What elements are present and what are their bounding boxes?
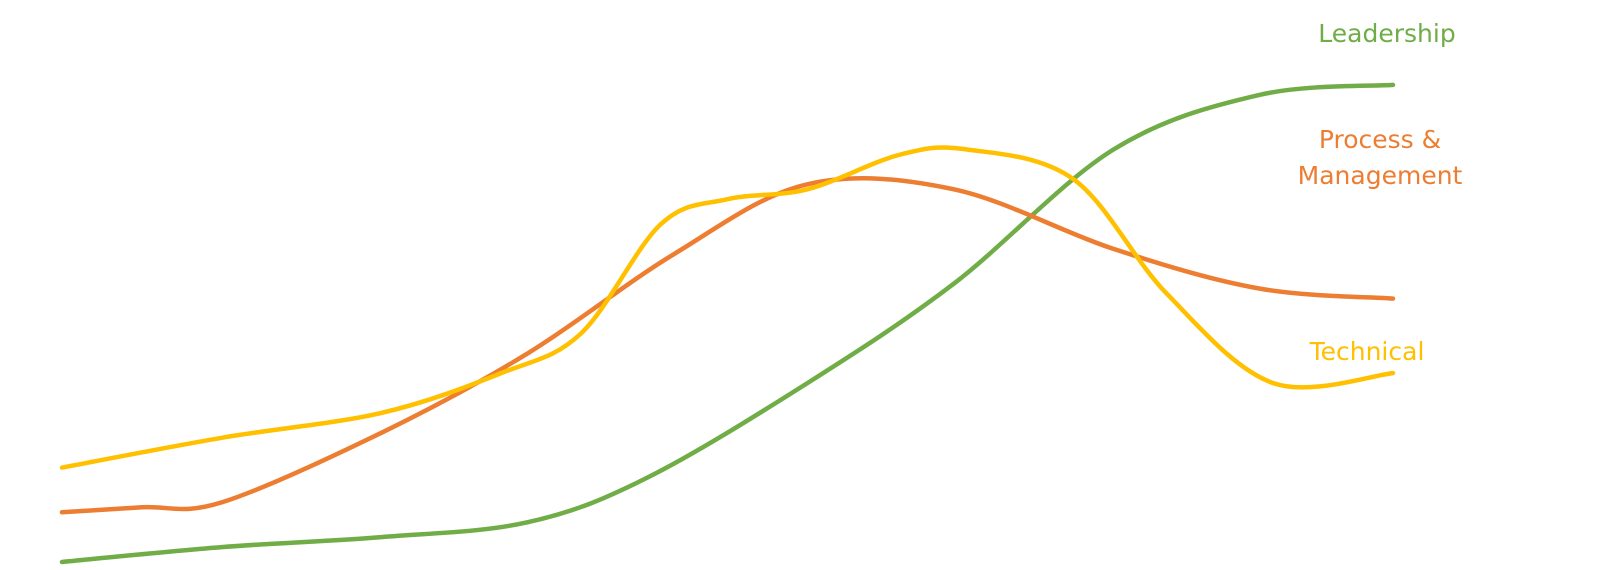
series-labels: Leadership Process & Management Technical: [1298, 19, 1463, 366]
series-lines: [59, 82, 1396, 565]
series-line-technical: [59, 145, 1396, 470]
series-line-process-and-management: [59, 176, 1396, 515]
series-label-technical: Technical: [1309, 337, 1425, 366]
series-line-leadership: [59, 82, 1396, 565]
series-label-leadership: Leadership: [1318, 19, 1455, 48]
series-label-process-and-management: Process & Management: [1298, 125, 1463, 190]
